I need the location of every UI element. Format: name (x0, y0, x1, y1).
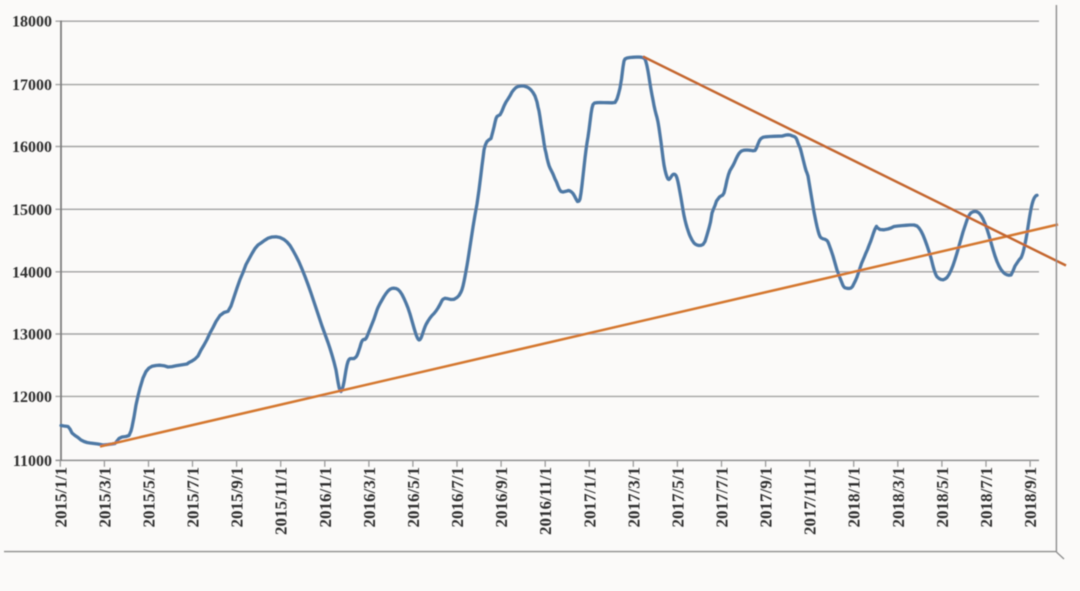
svg-text:2018/3/1: 2018/3/1 (889, 467, 908, 527)
svg-text:2017/5/1: 2017/5/1 (668, 467, 687, 527)
svg-text:13000: 13000 (12, 327, 52, 344)
svg-text:2018/5/1: 2018/5/1 (933, 467, 952, 527)
svg-text:16000: 16000 (12, 139, 52, 156)
svg-text:17000: 17000 (12, 77, 52, 94)
svg-text:11000: 11000 (13, 453, 52, 470)
svg-text:2015/11/1: 2015/11/1 (272, 467, 291, 535)
svg-text:2016/1/1: 2016/1/1 (316, 467, 335, 527)
svg-text:2017/3/1: 2017/3/1 (624, 467, 643, 527)
svg-text:18000: 18000 (12, 14, 52, 31)
svg-text:2015/7/1: 2015/7/1 (184, 467, 203, 527)
svg-text:2016/3/1: 2016/3/1 (360, 467, 379, 527)
svg-text:15000: 15000 (12, 202, 52, 219)
svg-text:2016/11/1: 2016/11/1 (536, 467, 555, 535)
svg-text:2016/5/1: 2016/5/1 (404, 467, 423, 527)
svg-text:2015/1/1: 2015/1/1 (51, 467, 70, 527)
svg-text:2016/7/1: 2016/7/1 (448, 467, 467, 527)
svg-text:12000: 12000 (12, 389, 52, 406)
svg-text:2017/1/1: 2017/1/1 (580, 467, 599, 527)
svg-text:2016/9/1: 2016/9/1 (492, 467, 511, 527)
svg-text:2018/1/1: 2018/1/1 (845, 467, 864, 527)
svg-text:2015/9/1: 2015/9/1 (228, 467, 247, 527)
svg-text:2018/7/1: 2018/7/1 (977, 467, 996, 527)
svg-text:2015/5/1: 2015/5/1 (140, 467, 159, 527)
svg-text:14000: 14000 (12, 264, 52, 281)
svg-text:2018/9/1: 2018/9/1 (1021, 467, 1040, 527)
svg-text:2017/11/1: 2017/11/1 (801, 467, 820, 535)
svg-text:2017/9/1: 2017/9/1 (757, 467, 776, 527)
svg-text:2015/3/1: 2015/3/1 (95, 467, 114, 527)
svg-text:2017/7/1: 2017/7/1 (713, 467, 732, 527)
